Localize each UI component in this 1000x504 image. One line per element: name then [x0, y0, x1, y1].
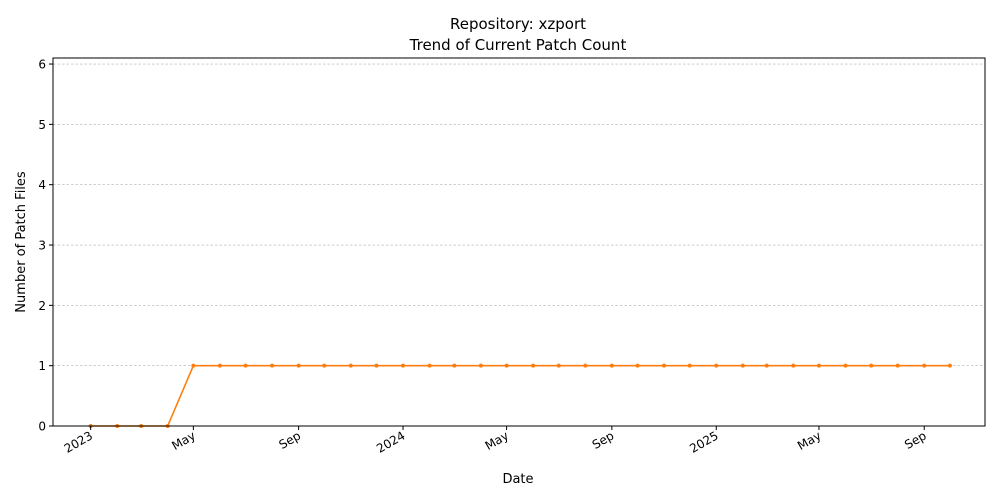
x-tick-label: Sep: [590, 428, 617, 451]
data-point: [217, 363, 222, 368]
y-tick-label: 6: [38, 58, 46, 72]
x-tick-label: 2023: [62, 428, 95, 455]
series-points: [88, 363, 952, 428]
grid-lines: [53, 63, 985, 366]
data-point: [191, 363, 196, 368]
y-tick-label: 4: [38, 178, 46, 192]
series-lines: [90, 364, 950, 427]
data-point: [791, 363, 796, 368]
data-point: [556, 363, 561, 368]
data-point: [947, 363, 952, 368]
data-point: [662, 363, 667, 368]
x-tick-label: 2025: [687, 428, 720, 455]
data-point: [401, 363, 406, 368]
data-point: [714, 363, 719, 368]
y-tick-label: 3: [38, 239, 46, 253]
data-point: [922, 363, 927, 368]
data-point: [478, 363, 483, 368]
series-line: [90, 364, 950, 427]
plot-frame: [52, 57, 986, 427]
y-tick-label: 0: [38, 420, 46, 434]
x-tick-label: Sep: [902, 428, 929, 451]
data-point: [895, 363, 900, 368]
data-point: [764, 363, 769, 368]
chart-title-line2: Trend of Current Patch Count: [409, 36, 627, 54]
data-point: [843, 363, 848, 368]
data-point: [427, 363, 432, 368]
data-point: [348, 363, 353, 368]
data-point: [869, 363, 874, 368]
chart-title-line1: Repository: xzport: [450, 15, 586, 33]
data-point: [322, 363, 327, 368]
x-axis-label: Date: [502, 472, 533, 487]
data-point: [452, 363, 457, 368]
x-tick-label: May: [795, 428, 823, 453]
data-point: [609, 363, 614, 368]
x-tick-label: May: [483, 428, 511, 453]
data-point: [635, 363, 640, 368]
data-point: [740, 363, 745, 368]
x-axis-ticks: 2023 May Sep 2024 May Sep 2025 May Sep: [62, 426, 929, 456]
data-point: [583, 363, 588, 368]
y-tick-label: 2: [38, 299, 46, 313]
data-point: [374, 363, 379, 368]
data-point: [504, 363, 509, 368]
y-tick-label: 1: [38, 359, 46, 373]
y-tick-label: 5: [38, 118, 46, 132]
y-axis-ticks: 0 1 2 3 4 5 6: [38, 58, 53, 434]
y-axis-label: Number of Patch Files: [14, 171, 29, 313]
x-tick-label: May: [169, 428, 197, 453]
data-point: [270, 363, 275, 368]
data-point: [296, 363, 301, 368]
data-point: [816, 363, 821, 368]
data-point: [687, 363, 692, 368]
x-tick-label: 2024: [374, 428, 407, 455]
x-tick-label: Sep: [277, 428, 304, 451]
data-point: [531, 363, 536, 368]
data-point: [243, 363, 248, 368]
